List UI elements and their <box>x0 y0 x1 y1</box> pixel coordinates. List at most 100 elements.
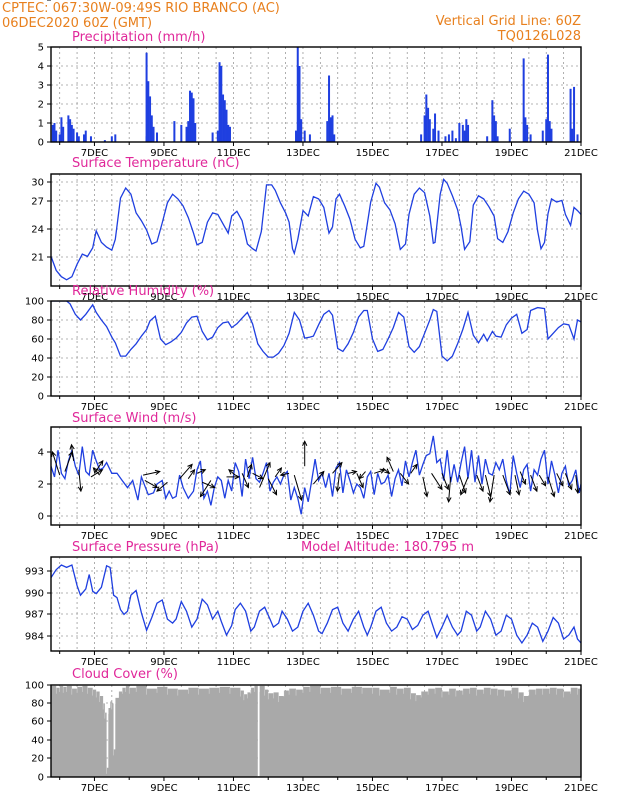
y-tick-label: 40 <box>31 354 44 365</box>
header-run-time: 06DEC2020 60Z (GMT) <box>2 16 152 31</box>
precip-bar <box>173 121 176 142</box>
precip-bar <box>225 109 228 142</box>
precip-bar <box>152 126 155 142</box>
precip-bar <box>227 124 230 142</box>
header-grid-note: Vertical Grid Line: 60Z <box>436 14 581 29</box>
wind-arrow <box>246 464 253 478</box>
y-tick-label: 0 <box>38 773 44 784</box>
wind-arrow <box>144 480 158 489</box>
precip-bar <box>447 134 450 142</box>
precip-bar <box>508 128 511 142</box>
precip-bar <box>529 134 532 142</box>
precip-bar <box>110 136 113 142</box>
panel-title-temp: Surface Temperature (nC) <box>72 156 240 171</box>
precip-bar <box>493 115 496 142</box>
precip-bar <box>185 126 188 142</box>
x-tick-label: 15DEC <box>356 783 390 794</box>
wind-arrow-head <box>403 479 410 485</box>
wind-arrow <box>71 444 75 461</box>
precip-bar <box>458 123 461 142</box>
x-tick-label: 19DEC <box>495 292 529 303</box>
precip-bar <box>331 115 334 142</box>
precip-bar <box>103 140 106 142</box>
wind-arrow <box>78 469 82 492</box>
wind-arrow-head <box>189 468 196 475</box>
wind-arrow <box>489 475 495 502</box>
precip-bar <box>55 130 58 142</box>
y-tick-label: 20 <box>31 754 44 765</box>
wind-arrow-head <box>98 459 104 466</box>
panels: Precipitation (mm/h) 0 1 2 3 4 5 7DEC 9DEC 11DEC 1… <box>25 0 598 794</box>
x-tick-label: 15DEC <box>356 292 390 303</box>
line-temp <box>51 178 581 281</box>
x-tick-label: 21DEC <box>564 402 598 413</box>
y-tick-label: 24 <box>31 225 44 236</box>
y-tick-label: 40 <box>31 736 44 747</box>
precip-bar <box>467 124 470 142</box>
wind-arrow <box>399 473 410 485</box>
x-tick-label: 21DEC <box>564 292 598 303</box>
wind-arrow-head <box>156 486 162 492</box>
panel-title-press: Surface Pressure (hPa) <box>72 540 219 555</box>
wind-arrow <box>382 467 390 474</box>
precip-bar <box>67 115 70 142</box>
x-tick-label: 17DEC <box>425 292 459 303</box>
x-tick-label: 19DEC <box>495 783 529 794</box>
wind-arrow-head <box>437 484 443 491</box>
wind-arrow-head <box>351 469 358 476</box>
precip-bar <box>77 136 80 142</box>
panel-frame-press <box>50 556 582 652</box>
x-tick-label: 9DEC <box>150 531 177 542</box>
y-tick-label: 60 <box>31 335 44 346</box>
precip-bar <box>326 121 329 142</box>
x-tick-label: 15DEC <box>356 531 390 542</box>
precip-bar <box>550 128 553 142</box>
precip-bar <box>486 136 489 142</box>
precip-bar <box>423 115 426 142</box>
x-tick-label: 13DEC <box>286 531 320 542</box>
x-tick-label: 7DEC <box>81 148 108 159</box>
wind-arrow <box>422 476 428 497</box>
wind-arrow-head <box>244 482 250 489</box>
x-tick-label: 7DEC <box>81 531 108 542</box>
x-tick-label: 9DEC <box>150 292 177 303</box>
x-tick-label: 11DEC <box>217 531 251 542</box>
wind-arrow-head <box>97 469 104 475</box>
wind-arrow <box>356 473 364 488</box>
precip-bar <box>145 52 148 142</box>
y-tick-label: 100 <box>25 297 44 308</box>
precip-bar <box>62 126 65 142</box>
panel-cloud: Cloud Cover (%) 0 20 40 60 80 100 7DEC 9DEC 11DEC… <box>25 667 598 794</box>
x-tick-label: 7DEC <box>81 783 108 794</box>
wind-arrow <box>280 472 290 476</box>
wind-arrow <box>51 451 61 476</box>
wind-arrow <box>196 469 206 474</box>
wind-arrow <box>410 464 418 474</box>
precip-bar <box>437 130 440 142</box>
precip-bar <box>147 81 150 142</box>
wind-arrow-head <box>234 474 241 480</box>
x-tick-label: 11DEC <box>217 292 251 303</box>
series-press <box>51 564 581 645</box>
precip-bar <box>454 138 457 142</box>
panel-frame-rh <box>50 300 582 397</box>
wind-arrow-head <box>444 484 450 491</box>
y-tick-label: 60 <box>31 717 44 728</box>
line-press <box>51 564 581 645</box>
panel-temp: Surface Temperature (nC)21242730337DEC9D… <box>31 0 598 303</box>
wind-arrow <box>556 473 564 487</box>
precip-bar <box>333 134 336 142</box>
precip-bar <box>328 75 331 142</box>
y-tick-label: 0 <box>38 392 44 403</box>
precip-bar <box>89 136 92 142</box>
x-tick-label: 17DEC <box>425 148 459 159</box>
wind-arrow <box>484 474 492 497</box>
precip-bar <box>427 107 430 142</box>
y-tick-label: 80 <box>31 699 44 710</box>
wind-arrow-head <box>152 483 159 489</box>
y-tick-label: 0 <box>38 512 44 523</box>
precip-bar <box>211 132 214 142</box>
precip-bar <box>69 119 72 142</box>
wind-arrow-head <box>200 469 207 474</box>
